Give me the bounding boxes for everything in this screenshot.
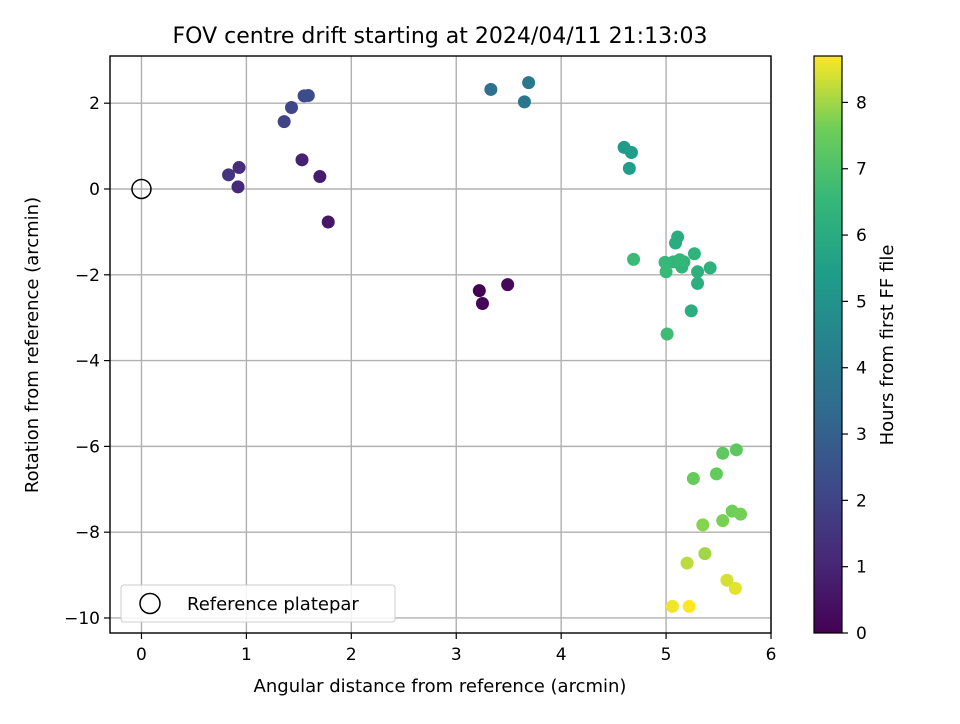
y-tick-label: 0 (89, 180, 100, 200)
data-point (472, 284, 486, 298)
x-tick-label: 2 (346, 645, 357, 665)
data-point (301, 88, 315, 102)
legend-open-circle-icon (139, 592, 161, 615)
colorbar-tick-label: 3 (856, 425, 867, 445)
chart-title: FOV centre drift starting at 2024/04/11 … (173, 24, 708, 49)
colorbar-tick-label: 6 (856, 226, 867, 246)
x-tick-label: 0 (136, 645, 147, 665)
y-tick-label: −4 (75, 352, 100, 372)
data-points (222, 76, 748, 613)
y-tick-label: −2 (75, 266, 100, 286)
data-point (686, 472, 700, 486)
data-point (659, 265, 673, 279)
colorbar-tick-label: 4 (856, 359, 867, 379)
y-axis-label: Rotation from reference (arcmin) (22, 197, 43, 493)
y-tick-label: −6 (75, 437, 100, 457)
colorbar-tick-label: 7 (856, 160, 867, 180)
colorbar-label: Hours from first FF file (877, 245, 898, 446)
data-point (517, 95, 531, 109)
data-point (716, 446, 730, 460)
x-axis-ticks: 0 1 2 3 4 5 6 (136, 633, 776, 665)
data-point (622, 161, 636, 175)
reference-point-circle-icon (131, 178, 152, 200)
colorbar-tick-label: 8 (856, 93, 867, 113)
data-point (687, 247, 701, 261)
reference-marker (131, 178, 152, 200)
data-point (734, 507, 748, 521)
data-point (627, 252, 641, 266)
x-tick-label: 4 (556, 645, 567, 665)
colorbar-tick-label: 5 (856, 292, 867, 312)
data-point (728, 581, 742, 595)
data-point (698, 547, 712, 561)
data-point (671, 230, 685, 244)
data-point (231, 180, 245, 194)
data-point (295, 153, 309, 167)
colorbar-tick-label: 2 (856, 491, 867, 511)
data-point (673, 253, 687, 267)
data-point (696, 518, 710, 532)
data-point (658, 255, 672, 269)
data-point (729, 443, 743, 457)
legend: Reference platepar (120, 584, 396, 623)
grid-lines (110, 56, 772, 633)
x-tick-label: 5 (661, 645, 672, 665)
data-point (484, 82, 498, 96)
data-point (680, 556, 694, 570)
colorbar-ticks: 0 1 2 3 4 5 6 7 8 (842, 93, 867, 644)
data-point (232, 161, 246, 175)
x-tick-label: 3 (451, 645, 462, 665)
colorbar: 0 1 2 3 4 5 6 7 8 Hours from first FF file (813, 55, 898, 644)
data-point (684, 304, 698, 318)
data-point (624, 146, 638, 160)
data-point (716, 514, 730, 528)
data-point (691, 276, 705, 290)
data-point (313, 170, 327, 184)
legend-box (120, 584, 396, 623)
data-point (703, 261, 717, 275)
data-point (222, 168, 236, 182)
legend-label: Reference platepar (187, 594, 359, 615)
data-point (522, 76, 536, 90)
data-point (277, 115, 291, 129)
data-point (691, 265, 705, 279)
x-axis-label: Angular distance from reference (arcmin) (254, 676, 627, 697)
colorbar-tick-label: 0 (856, 624, 867, 644)
data-point (665, 599, 679, 613)
colorbar-gradient (813, 55, 843, 634)
data-point (475, 297, 489, 311)
data-point (285, 100, 299, 114)
y-tick-label: −10 (64, 609, 100, 629)
data-point (682, 599, 696, 613)
data-point (660, 327, 674, 341)
y-tick-label: 2 (89, 94, 100, 114)
x-tick-label: 1 (241, 645, 252, 665)
colorbar-tick-label: 1 (856, 558, 867, 578)
data-point (709, 467, 723, 481)
data-point (501, 278, 515, 292)
x-tick-label: 6 (766, 645, 777, 665)
y-tick-label: −8 (75, 523, 100, 543)
data-point (321, 215, 335, 229)
y-axis-ticks: −10 −8 −6 −4 −2 0 2 (64, 94, 110, 629)
plot-frame (109, 55, 772, 634)
data-point (720, 573, 734, 587)
